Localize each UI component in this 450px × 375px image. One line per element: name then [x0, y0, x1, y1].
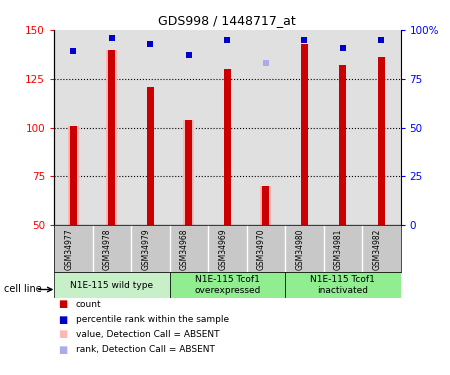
Bar [108, 50, 115, 225]
Text: count: count [76, 300, 101, 309]
Text: N1E-115 Tcof1
overexpressed: N1E-115 Tcof1 overexpressed [194, 275, 261, 295]
FancyBboxPatch shape [170, 272, 285, 298]
Text: GSM34977: GSM34977 [64, 229, 73, 270]
Bar [339, 65, 346, 225]
Text: GSM34978: GSM34978 [103, 229, 112, 270]
FancyBboxPatch shape [54, 272, 170, 298]
Text: GSM34982: GSM34982 [372, 229, 381, 270]
Bar [378, 57, 385, 225]
Text: rank, Detection Call = ABSENT: rank, Detection Call = ABSENT [76, 345, 215, 354]
Bar [183, 120, 194, 225]
Bar [106, 50, 117, 225]
Bar [261, 186, 271, 225]
Bar [224, 69, 231, 225]
Bar [301, 44, 308, 225]
Text: GSM34980: GSM34980 [295, 229, 304, 270]
Text: ■: ■ [58, 345, 68, 354]
Text: GSM34979: GSM34979 [141, 229, 150, 270]
Text: N1E-115 Tcof1
inactivated: N1E-115 Tcof1 inactivated [310, 275, 375, 295]
FancyBboxPatch shape [285, 272, 400, 298]
Text: GSM34970: GSM34970 [257, 229, 266, 270]
Text: ■: ■ [58, 330, 68, 339]
Bar [68, 126, 79, 225]
Text: ■: ■ [58, 315, 68, 324]
Text: GSM34969: GSM34969 [218, 229, 227, 270]
Bar [147, 87, 154, 225]
Text: cell line: cell line [4, 285, 42, 294]
Bar [70, 126, 76, 225]
Text: GSM34981: GSM34981 [334, 229, 343, 270]
Text: N1E-115 wild type: N1E-115 wild type [70, 280, 153, 290]
Text: percentile rank within the sample: percentile rank within the sample [76, 315, 229, 324]
Bar [185, 120, 192, 225]
Bar [262, 186, 269, 225]
Text: value, Detection Call = ABSENT: value, Detection Call = ABSENT [76, 330, 219, 339]
Text: ■: ■ [58, 300, 68, 309]
Text: GSM34968: GSM34968 [180, 229, 189, 270]
Title: GDS998 / 1448717_at: GDS998 / 1448717_at [158, 15, 296, 27]
